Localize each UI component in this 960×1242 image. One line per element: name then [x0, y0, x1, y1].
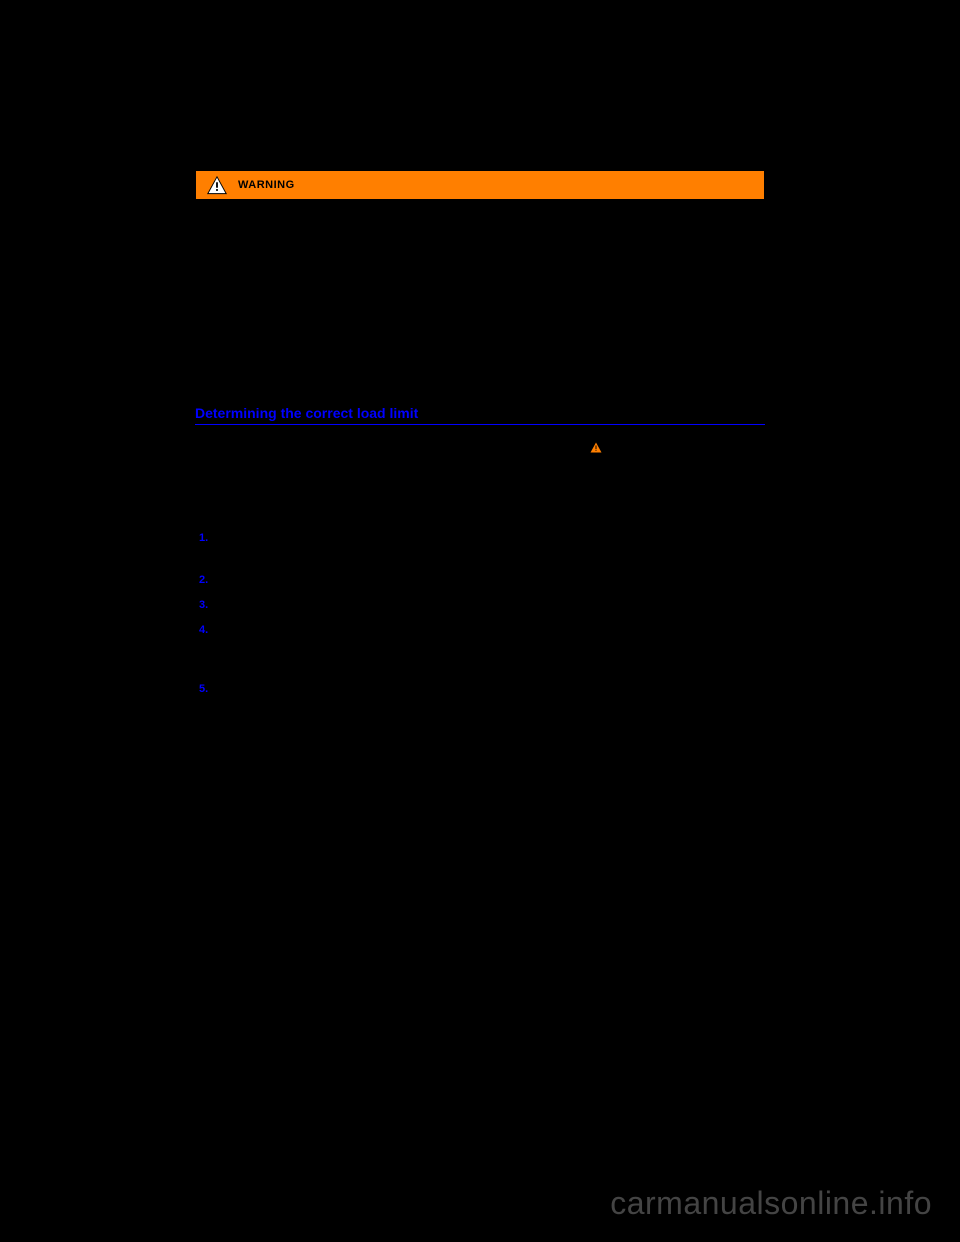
- section-intro: The Tire and Loading Information label l…: [195, 467, 765, 518]
- lead-text: Please first read and note the introduct…: [195, 441, 590, 453]
- paragraph: Exceeding weight ratings can cause damag…: [195, 274, 765, 308]
- section-lead: Please first read and note the introduct…: [195, 439, 765, 456]
- warning-callout: WARNING: [195, 170, 765, 200]
- step-item: Determine the combined weight of the dri…: [195, 572, 765, 589]
- step-item: Subtract the combined weight of the driv…: [195, 597, 765, 614]
- paragraph: The Gross Vehicle Weight must never exce…: [195, 212, 765, 263]
- warning-label: WARNING: [238, 179, 295, 191]
- warning-triangle-icon: [206, 175, 228, 195]
- ordered-steps: Locate the statement "The combined weigh…: [195, 530, 765, 715]
- section-heading: Determining the correct load limit: [195, 405, 765, 425]
- paragraph: The best way to check the actual weight …: [195, 319, 765, 387]
- document-page: WARNING The Gross Vehicle Weight must ne…: [195, 170, 765, 723]
- step-item: The resulting figure equals the availabl…: [195, 622, 765, 673]
- step-item: Determine the combined weight of luggage…: [195, 681, 765, 715]
- warning-triangle-icon: [590, 442, 602, 453]
- step-item: Locate the statement "The combined weigh…: [195, 530, 765, 564]
- watermark-text: carmanualsonline.info: [610, 1185, 932, 1222]
